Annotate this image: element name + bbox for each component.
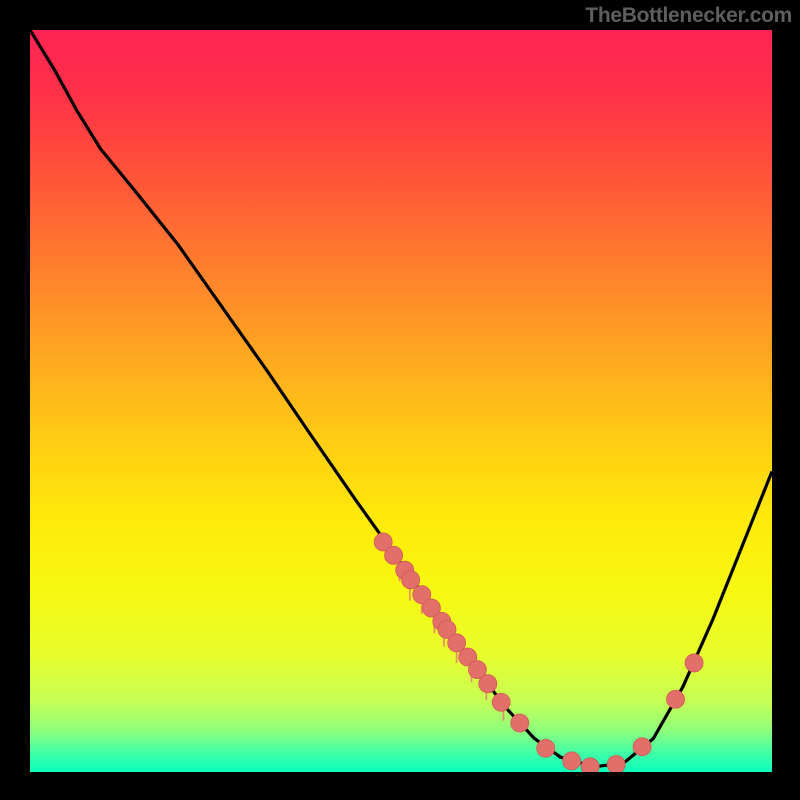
stage: TheBottlenecker.com: [0, 0, 800, 800]
chart-background: [30, 30, 772, 772]
scatter-marker: [385, 546, 403, 564]
scatter-marker: [563, 752, 581, 770]
scatter-marker: [607, 756, 625, 772]
scatter-marker: [479, 675, 497, 693]
watermark-label: TheBottlenecker.com: [585, 4, 792, 28]
scatter-marker: [581, 758, 599, 772]
scatter-marker: [667, 690, 685, 708]
scatter-marker: [633, 738, 651, 756]
chart-svg: [30, 30, 772, 772]
scatter-marker: [685, 654, 703, 672]
scatter-marker: [511, 714, 529, 732]
chart-plot-area: [30, 30, 772, 772]
scatter-marker: [402, 571, 420, 589]
scatter-marker: [537, 739, 555, 757]
scatter-marker: [492, 693, 510, 711]
